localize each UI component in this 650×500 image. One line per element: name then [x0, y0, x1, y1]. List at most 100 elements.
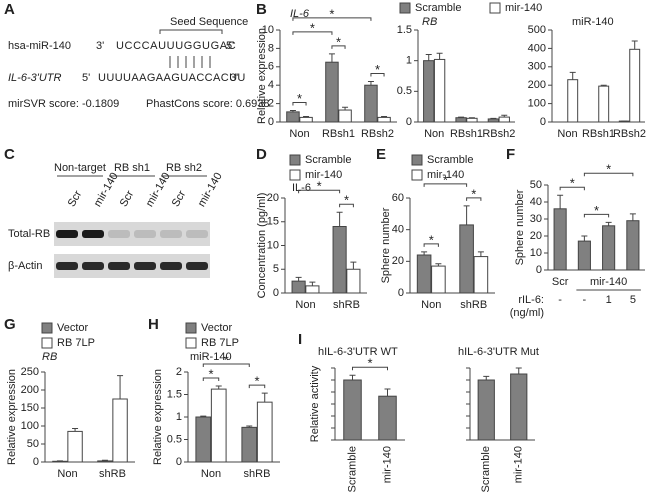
- legend-label: Vector: [201, 322, 233, 334]
- x-tick-label: Non: [289, 128, 309, 140]
- bar: [378, 117, 390, 122]
- y-tick-label: 40: [392, 224, 404, 236]
- y-tick-label: 0: [398, 287, 404, 299]
- y-tick-label: 10: [267, 239, 279, 251]
- blot-band: [160, 230, 182, 238]
- x-tick-label: RBsh2: [361, 128, 394, 140]
- x-tick-label: shRB: [333, 299, 360, 311]
- legend-label: Scramble: [415, 2, 461, 14]
- row-label: β-Actin: [8, 260, 42, 272]
- bar: [98, 461, 112, 462]
- bar: [554, 209, 566, 270]
- blot-band: [82, 262, 104, 270]
- x-tick-label: RBsh1: [450, 128, 483, 140]
- sig-label: *: [344, 193, 349, 208]
- legend-swatch: [290, 170, 300, 180]
- legend-swatch: [490, 3, 500, 13]
- bar: [434, 59, 444, 122]
- lane-label: Scr: [170, 188, 189, 209]
- prime: 3': [96, 40, 104, 52]
- y-tick-label: 50: [27, 438, 39, 450]
- error-bar: [329, 54, 335, 62]
- bar: [344, 380, 362, 440]
- error-bar: [570, 72, 576, 79]
- x-tick-label: Non: [57, 468, 77, 480]
- y-label: Relative activity: [309, 365, 321, 442]
- y-tick-label: 20: [392, 255, 404, 267]
- legend-label: mir-140: [505, 2, 542, 14]
- x-tick-label: Non: [295, 299, 315, 311]
- bar: [365, 85, 377, 122]
- bar: [432, 266, 446, 293]
- x-tick-label: Scramble: [346, 446, 358, 492]
- legend-swatch: [186, 323, 196, 333]
- bar: [460, 225, 474, 293]
- bar: [499, 117, 509, 122]
- sig-label: *: [471, 186, 476, 201]
- blot-band: [186, 230, 208, 238]
- group-label: Scr: [552, 276, 569, 288]
- bar: [456, 118, 466, 122]
- y-tick-label: 0: [268, 116, 274, 128]
- sig-label: *: [594, 203, 599, 218]
- legend-swatch: [42, 338, 52, 348]
- sig-label: *: [443, 172, 448, 187]
- blot-band: [108, 230, 130, 238]
- y-tick-label: 100: [528, 98, 546, 110]
- sig-label: *: [208, 366, 213, 381]
- x-tick-label: -: [583, 294, 587, 306]
- blot-group: RB sh1: [114, 162, 150, 174]
- panel-label: E: [376, 146, 386, 163]
- y-tick-label: 250: [21, 366, 39, 378]
- sig-label: *: [224, 352, 229, 367]
- bar: [211, 389, 226, 462]
- error-bar: [581, 236, 587, 241]
- prime: 3': [230, 72, 238, 84]
- x-tick-label: mir-140: [381, 446, 393, 483]
- prime: 5': [226, 40, 234, 52]
- y-tick-label: 2: [268, 98, 274, 110]
- prime: 5': [82, 72, 90, 84]
- panel-label: C: [4, 146, 15, 163]
- bar: [424, 61, 434, 122]
- y-tick-label: 1: [176, 411, 182, 423]
- y-tick-label: 5: [273, 263, 279, 275]
- error-bar: [516, 368, 522, 374]
- error-bar: [606, 222, 612, 225]
- bar: [603, 226, 615, 270]
- mirna-seq: UCCCAUUUGGUGAC: [116, 40, 236, 52]
- mirna-label: hsa-miR-140: [8, 40, 71, 52]
- x-tick-label: mir-140: [513, 446, 525, 483]
- panel-label: D: [256, 146, 267, 163]
- y-tick-label: 0.5: [397, 85, 412, 97]
- bar: [333, 227, 346, 294]
- y-tick-label: 300: [528, 61, 546, 73]
- blot-band: [108, 262, 130, 270]
- pairing-lines: [170, 56, 210, 68]
- y-tick-label: 50: [530, 179, 542, 191]
- legend-swatch: [42, 323, 52, 333]
- seed-label: Seed Sequence: [170, 16, 248, 28]
- bar: [474, 257, 488, 293]
- error-bar: [632, 41, 638, 49]
- bar: [511, 374, 527, 440]
- chart-title: hIL-6-3'UTR Mut: [458, 346, 539, 358]
- y-tick-label: 1.5: [167, 388, 182, 400]
- y-tick-label: 1.5: [397, 24, 412, 36]
- y-tick-label: 4: [268, 79, 274, 91]
- legend-label: mir-140: [305, 169, 342, 181]
- error-bar: [296, 277, 302, 281]
- bar: [347, 269, 360, 293]
- utr-label: IL-6-3'UTR: [8, 72, 61, 84]
- y-tick-label: 20: [267, 192, 279, 204]
- error-bar: [350, 375, 356, 380]
- blot-band: [186, 262, 208, 270]
- blot-band: [56, 262, 78, 270]
- y-tick-label: 1: [406, 55, 412, 67]
- y-tick-label: 10: [530, 247, 542, 259]
- group-label: mir-140: [590, 276, 627, 288]
- bar: [627, 221, 639, 270]
- x-tick-label: RBsh2: [613, 128, 646, 140]
- bar: [196, 417, 211, 462]
- y-label: Concentration (pg/ml): [256, 193, 268, 299]
